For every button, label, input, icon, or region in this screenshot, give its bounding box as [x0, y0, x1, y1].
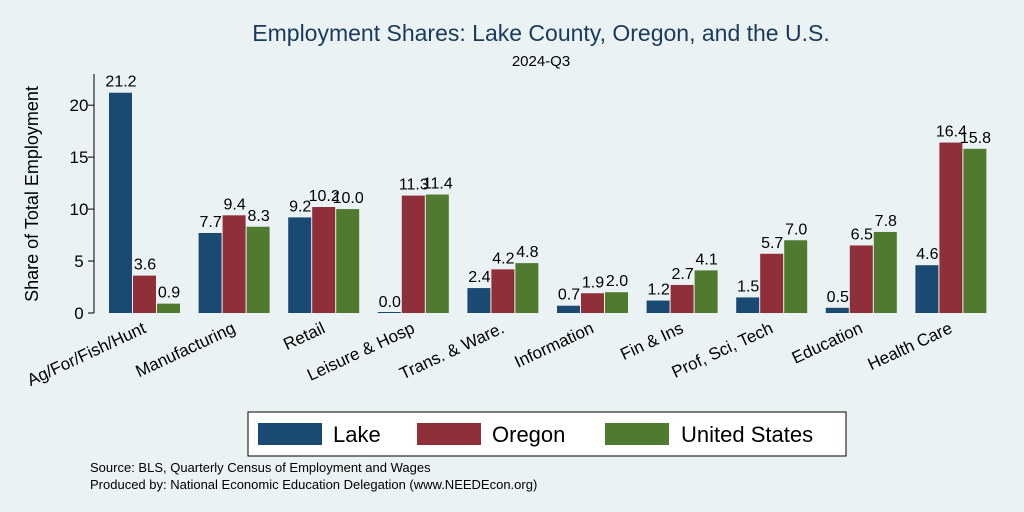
bar-lake — [557, 305, 580, 313]
bar-oregon — [401, 195, 425, 313]
data-label: 7.8 — [875, 213, 897, 230]
data-label: 10.0 — [333, 190, 364, 207]
chart-subtitle: 2024-Q3 — [512, 53, 570, 70]
bar-oregon — [760, 253, 784, 313]
data-label: 2.7 — [671, 266, 693, 283]
category-label: Ag/For/Fish/Hunt — [24, 318, 149, 390]
y-tick-label: 20 — [70, 96, 89, 115]
data-label: 1.2 — [647, 282, 669, 299]
bar-lake — [109, 92, 132, 313]
bar-united-states — [694, 270, 718, 313]
bar-oregon — [312, 207, 336, 313]
bar-lake — [198, 232, 222, 313]
bar-lake — [646, 300, 670, 313]
bar-united-states — [605, 292, 628, 313]
legend-swatch-lake — [258, 423, 322, 445]
bar-oregon — [222, 215, 246, 313]
bar-oregon — [849, 245, 873, 313]
bar-united-states — [157, 303, 180, 313]
bar-lake — [288, 217, 312, 313]
bar-lake — [736, 297, 760, 313]
bar-oregon — [581, 293, 604, 313]
bar-oregon — [491, 269, 515, 313]
bar-united-states — [336, 209, 360, 313]
data-label: 4.2 — [492, 250, 514, 267]
bar-oregon — [133, 275, 156, 313]
category-label: Retail — [280, 318, 327, 354]
data-label: 8.3 — [247, 208, 269, 225]
bar-oregon — [939, 142, 963, 313]
legend-label: Oregon — [492, 422, 565, 447]
bar-oregon — [670, 284, 694, 313]
legend-label: Lake — [333, 422, 381, 447]
data-label: 1.5 — [737, 278, 759, 295]
data-label: 16.4 — [936, 124, 967, 141]
data-label: 21.2 — [105, 74, 136, 91]
y-tick-label: 10 — [70, 200, 89, 219]
bar-united-states — [515, 263, 539, 313]
data-label: 3.6 — [134, 257, 156, 274]
data-label: 9.4 — [223, 196, 245, 213]
legend: Lake Oregon United States — [247, 411, 847, 457]
bar-lake — [467, 288, 491, 313]
data-label: 11.3 — [399, 177, 429, 194]
legend-swatch-united-states — [605, 423, 669, 445]
source-note: Source: BLS, Quarterly Census of Employm… — [90, 460, 431, 475]
category-label: Manufacturing — [133, 318, 239, 381]
legend-box — [247, 411, 847, 457]
category-label: Education — [789, 318, 866, 367]
data-label: 9.2 — [289, 198, 311, 215]
data-label: 4.8 — [516, 244, 538, 261]
y-tick-label: 15 — [70, 148, 89, 167]
y-tick-label: 5 — [74, 252, 83, 271]
data-label: 4.6 — [916, 246, 938, 263]
data-label: 0.5 — [827, 289, 849, 306]
bar-lake — [825, 307, 849, 313]
bar-united-states — [246, 226, 270, 313]
data-label: 2.4 — [468, 269, 490, 286]
data-label: 10.2 — [309, 188, 340, 205]
bar-united-states — [963, 148, 987, 313]
data-label: 5.7 — [761, 235, 783, 252]
data-label: 2.0 — [606, 273, 628, 290]
bar-united-states — [784, 240, 808, 313]
data-label: 0.9 — [158, 285, 180, 302]
category-label: Information — [512, 318, 597, 371]
y-tick-label: 0 — [74, 304, 83, 323]
category-label: Prof, Sci, Tech — [669, 318, 776, 381]
data-label: 4.1 — [695, 251, 717, 268]
bar-united-states — [873, 231, 897, 313]
plot-area: 0 5 10 15 20 21.2 3.60.9 Ag/For/Fish/Hunt 7.79.4… — [24, 74, 991, 390]
data-label: 15.8 — [960, 130, 991, 147]
category-label: Fin & Ins — [617, 318, 686, 364]
bar-lake — [915, 265, 939, 313]
bar-lake — [377, 312, 401, 313]
data-label: 7.0 — [785, 221, 807, 238]
data-label: 1.9 — [582, 274, 604, 291]
data-label: 0.0 — [379, 294, 401, 311]
chart-title: Employment Shares: Lake County, Oregon, … — [252, 20, 829, 46]
legend-swatch-oregon — [417, 423, 481, 445]
bar-united-states — [425, 194, 449, 313]
y-axis-label: Share of Total Employment — [22, 86, 42, 302]
category-label: Health Care — [865, 318, 955, 374]
produced-by-note: Produced by: National Economic Education… — [90, 477, 537, 492]
data-label: 0.7 — [558, 287, 580, 304]
legend-label: United States — [681, 422, 813, 447]
data-label: 7.7 — [199, 214, 221, 231]
data-label: 6.5 — [851, 226, 873, 243]
data-label: 11.4 — [423, 176, 453, 193]
